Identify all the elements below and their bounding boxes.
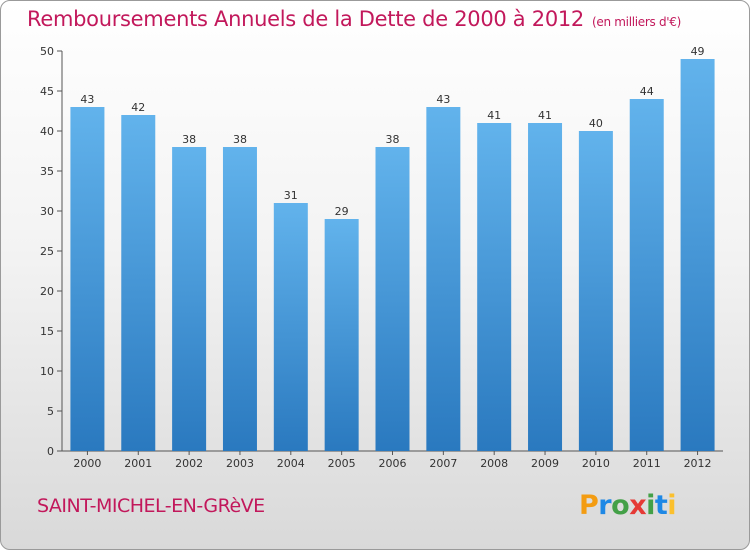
y-tick-label: 30 (40, 205, 54, 218)
y-tick-label: 35 (40, 165, 54, 178)
x-tick-label-2012: 2012 (684, 457, 712, 470)
data-label-2000: 43 (80, 93, 94, 106)
chart-subtitle: (en milliers d'€) (592, 15, 682, 29)
bar-2009 (528, 123, 563, 451)
y-tick-label: 10 (40, 365, 54, 378)
y-tick-label: 50 (40, 45, 54, 58)
x-tick-label-2003: 2003 (226, 457, 254, 470)
x-tick-label-2001: 2001 (124, 457, 152, 470)
x-tick-label-2007: 2007 (429, 457, 457, 470)
y-tick-label: 20 (40, 285, 54, 298)
y-tick-label: 45 (40, 85, 54, 98)
chart-title-text: Remboursements Annuels de la Dette de 20… (27, 7, 584, 31)
x-tick-label-2004: 2004 (277, 457, 305, 470)
x-tick-label-2000: 2000 (73, 457, 101, 470)
bar-2012 (680, 59, 715, 451)
bar-2005 (324, 219, 359, 451)
data-label-2007: 43 (436, 93, 450, 106)
bar-2011 (629, 99, 664, 451)
bar-2007 (426, 107, 461, 451)
data-label-2004: 31 (284, 189, 298, 202)
data-label-2002: 38 (182, 133, 196, 146)
chart-title: Remboursements Annuels de la Dette de 20… (27, 7, 681, 31)
bar-2003 (222, 147, 257, 451)
x-tick-label-2008: 2008 (480, 457, 508, 470)
logo-letter-x: x (629, 490, 647, 521)
logo-letter-r: r (598, 490, 612, 521)
x-tick-label-2002: 2002 (175, 457, 203, 470)
data-label-2012: 49 (691, 45, 705, 58)
y-tick-label: 5 (47, 405, 54, 418)
logo-letter-i-2: i (667, 490, 677, 521)
bar-2001 (121, 115, 156, 451)
bar-2004 (273, 203, 308, 451)
bar-2008 (477, 123, 512, 451)
bars-group: 43 42 38 38 31 29 38 43 41 41 40 44 49 (70, 45, 715, 451)
x-tick-label-2009: 2009 (531, 457, 559, 470)
proxiti-logo: Proxiti (579, 490, 677, 521)
data-label-2008: 41 (487, 109, 501, 122)
x-tick-label-2010: 2010 (582, 457, 610, 470)
bar-2006 (375, 147, 410, 451)
x-tick-label-2006: 2006 (379, 457, 407, 470)
y-tick-label: 15 (40, 325, 54, 338)
data-label-2010: 40 (589, 117, 603, 130)
commune-name: SAINT-MICHEL-EN-GRèVE (37, 495, 265, 517)
bar-2002 (172, 147, 207, 451)
logo-letter-o: o (611, 490, 630, 521)
logo-letter-i: i (646, 490, 655, 521)
x-tick-label-2005: 2005 (328, 457, 356, 470)
bar-2000 (70, 107, 105, 451)
y-tick-label: 40 (40, 125, 54, 138)
y-tick-label: 0 (47, 445, 54, 458)
data-label-2005: 29 (335, 205, 349, 218)
data-label-2001: 42 (131, 101, 145, 114)
logo-letter-t: t (654, 490, 668, 521)
y-axis: 0 5 10 15 20 25 30 35 40 45 50 (40, 45, 63, 458)
data-label-2009: 41 (538, 109, 552, 122)
y-tick-label: 25 (40, 245, 54, 258)
data-label-2011: 44 (640, 85, 654, 98)
bar-2010 (578, 131, 613, 451)
x-tick-label-2011: 2011 (633, 457, 661, 470)
logo-letter-p: P (579, 490, 599, 521)
x-axis: 2000 2001 2002 2003 2004 2005 2006 2007 2008 2009… (62, 450, 723, 470)
data-label-2003: 38 (233, 133, 247, 146)
data-label-2006: 38 (386, 133, 400, 146)
